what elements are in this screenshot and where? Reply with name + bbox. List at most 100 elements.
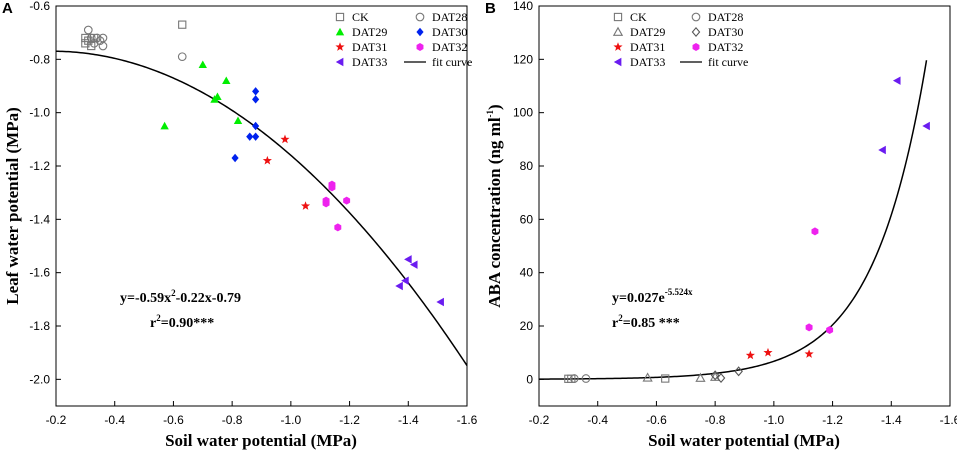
- legend-marker-dat32: [692, 43, 700, 51]
- series-dat31: [745, 347, 814, 360]
- data-point-dat28: [177, 52, 187, 62]
- legend-label: DAT30: [708, 25, 743, 39]
- data-point-dat30: [246, 132, 254, 141]
- panel-b-fit-curve: [538, 60, 928, 380]
- panel-a-plot-frame: [55, 5, 468, 407]
- x-tick-label: -1.6: [940, 413, 957, 427]
- data-point-dat28: [581, 374, 591, 383]
- legend-marker-dat29: [335, 27, 345, 36]
- series-dat32: [322, 180, 351, 232]
- legend-label: CK: [352, 10, 369, 24]
- data-point-dat32: [826, 326, 834, 334]
- y-tick-label: -1.4: [29, 212, 50, 226]
- data-point-dat31: [804, 349, 814, 358]
- data-point-dat30: [716, 372, 726, 384]
- legend-marker-ck: [335, 12, 345, 22]
- panel-b-letter: B: [485, 0, 496, 17]
- data-point-dat31: [262, 155, 272, 165]
- series-dat28: [83, 25, 187, 62]
- legend-entry-dat28: DAT28: [415, 10, 467, 24]
- legend-marker-dat30: [691, 26, 701, 38]
- panel-b-data-points: [564, 76, 930, 384]
- data-point-dat30: [231, 153, 239, 163]
- legend-entry-dat33: DAT33: [335, 55, 387, 69]
- legend-entry-dat30: DAT30: [416, 25, 467, 39]
- y-tick-label: 0: [526, 372, 533, 386]
- series-ck: [564, 374, 670, 383]
- y-tick-label: -1.0: [29, 106, 50, 120]
- y-tick-label: 100: [513, 106, 533, 120]
- legend-label: fit curve: [432, 55, 472, 69]
- x-tick-label: -0.2: [529, 413, 550, 427]
- legend-entry-dat32: DAT32: [416, 40, 467, 54]
- legend-marker-dat30: [416, 27, 424, 37]
- y-tick-label: 60: [520, 212, 534, 226]
- panel-b-r-squared: r2=0.85 ***: [612, 313, 680, 331]
- legend-label: DAT30: [432, 25, 467, 39]
- series-dat33: [395, 255, 444, 307]
- panel-b: B -0.2 -0.4 -0.6 -0.8 -1.0 -1.2 -1.4 -1.6 0 20 40…: [485, 0, 957, 450]
- data-point-ck: [87, 41, 96, 51]
- legend-label: DAT33: [352, 55, 387, 69]
- data-point-dat31: [763, 347, 773, 357]
- data-point-dat29: [233, 116, 243, 125]
- data-point-dat30: [252, 132, 260, 141]
- fit-curve-line: [55, 50, 468, 366]
- data-point-dat30: [252, 87, 260, 96]
- panel-a-legend: CK DAT28 DAT29 DAT30 DAT31 DAT32 DAT33 fit curv…: [335, 10, 472, 69]
- legend-label: DAT28: [432, 10, 467, 24]
- panel-a-y-ticks: -0.6 -0.8 -1.0 -1.2 -1.4 -1.6 -1.8 -2.0: [29, 0, 61, 386]
- data-point-dat30: [734, 366, 743, 377]
- x-tick-label: -0.8: [222, 413, 243, 427]
- data-point-dat33: [878, 145, 886, 155]
- series-dat30: [231, 87, 260, 163]
- data-point-ck: [81, 39, 90, 48]
- x-tick-label: -0.6: [646, 413, 667, 427]
- data-point-dat32: [322, 199, 330, 208]
- data-point-dat32: [805, 323, 813, 332]
- panel-b-legend: CK DAT28 DAT29 DAT30 DAT31 DAT32 DAT33 fit curv…: [612, 10, 748, 69]
- legend-entry-fit-curve: fit curve: [680, 55, 748, 69]
- data-point-dat28: [98, 41, 108, 51]
- data-point-dat30: [710, 370, 720, 381]
- legend-entry-dat31: DAT31: [613, 40, 665, 54]
- legend-entry-dat31: DAT31: [335, 40, 387, 54]
- x-tick-label: -0.2: [46, 413, 67, 427]
- data-point-dat33: [401, 276, 409, 285]
- legend-entry-dat29: DAT29: [335, 25, 387, 39]
- panel-a-y-axis-label: Leaf water potential (MPa): [3, 107, 22, 305]
- legend-label: DAT33: [630, 55, 665, 69]
- legend-label: DAT31: [630, 40, 665, 54]
- data-point-dat29: [222, 76, 231, 85]
- x-tick-label: -1.0: [764, 413, 785, 427]
- legend-marker-dat29: [612, 26, 624, 36]
- panel-a-fit-curve: [55, 50, 468, 366]
- data-point-dat32: [328, 183, 336, 192]
- panel-b-x-axis-label: Soil water potential (MPa): [648, 431, 840, 450]
- data-point-dat31: [280, 134, 290, 144]
- data-point-dat33: [436, 297, 444, 307]
- legend-entry-dat28: DAT28: [691, 10, 743, 24]
- data-point-dat33: [892, 76, 901, 85]
- x-tick-label: -1.2: [339, 413, 360, 427]
- panel-a-fit-equation: y=-0.59x2-0.22x-0.79: [120, 288, 241, 306]
- data-point-ck: [178, 20, 187, 29]
- legend-entry-fit-curve: fit curve: [404, 55, 472, 69]
- series-dat30: [710, 366, 743, 384]
- data-point-dat30: [252, 121, 260, 131]
- data-point-dat30: [252, 95, 260, 104]
- data-point-dat32: [343, 196, 351, 205]
- panel-a-letter: A: [2, 0, 13, 17]
- legend-entry-dat32: DAT32: [692, 40, 743, 54]
- data-point-dat28: [95, 36, 105, 46]
- fit-curve-line: [538, 60, 928, 380]
- legend-marker-dat33: [613, 57, 622, 67]
- panel-b-y-ticks: 0 20 40 60 80 100 120 140: [513, 0, 544, 386]
- x-tick-label: -1.2: [822, 413, 843, 427]
- legend-entry-dat30: DAT30: [691, 25, 743, 39]
- legend-entry-dat33: DAT33: [613, 55, 665, 69]
- y-tick-label: -1.2: [29, 159, 50, 173]
- y-tick-label: 140: [513, 0, 533, 13]
- legend-marker-dat33: [335, 57, 344, 67]
